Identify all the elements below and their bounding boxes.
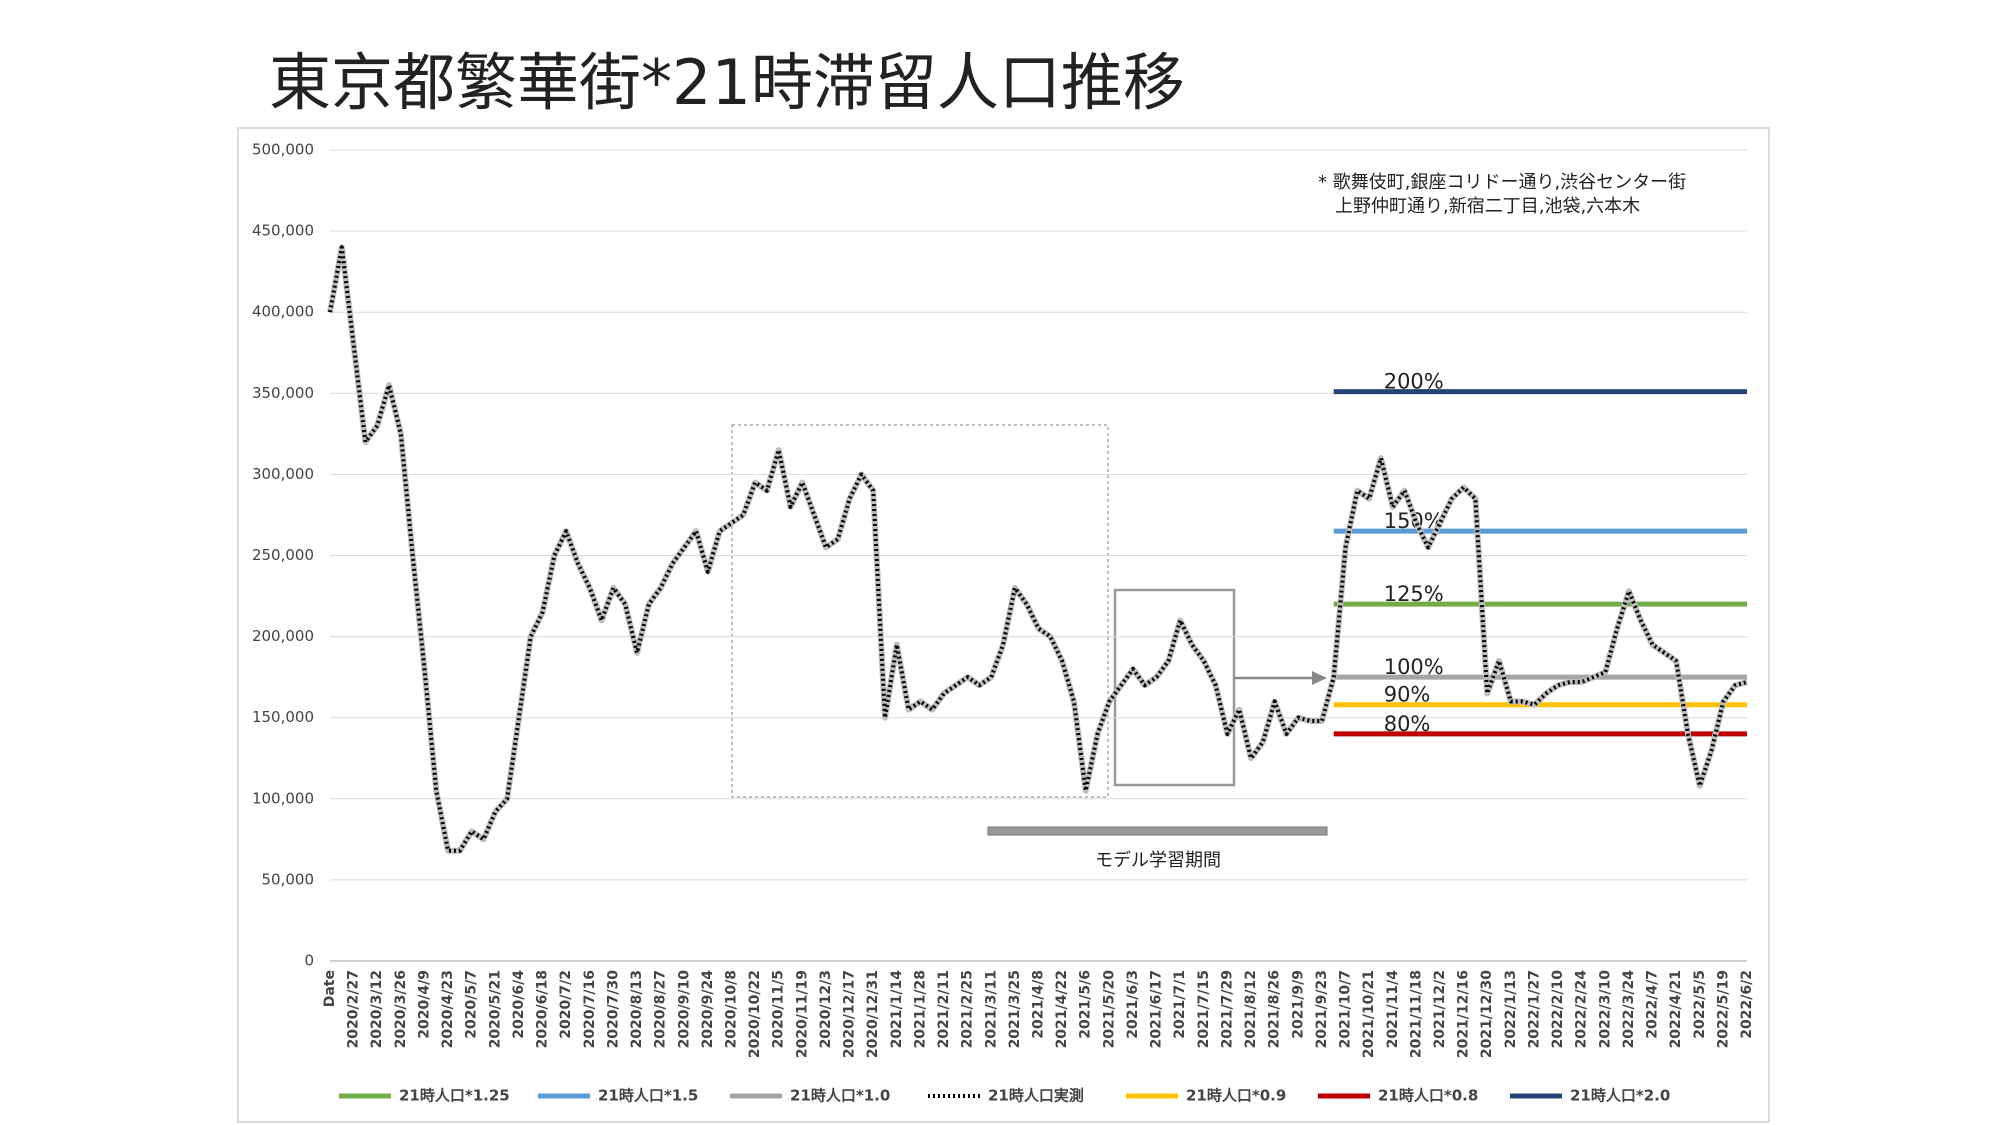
x-tick-label: 2020/11/5: [771, 970, 787, 1048]
x-tick-label: 2020/11/19: [794, 970, 810, 1058]
x-tick-label: 2020/3/26: [393, 970, 409, 1048]
series-line-halo: [327, 244, 1748, 854]
line-annotation: 90%: [1384, 683, 1431, 707]
x-tick-label: 2021/1/14: [889, 970, 905, 1049]
x-tick-label: 2020/5/7: [464, 970, 480, 1039]
x-tick-label: 2020/2/27: [346, 970, 362, 1048]
chart-title: 東京都繁華街*21時滞留人口推移: [269, 46, 1185, 119]
legend-label: 21時人口*1.25: [399, 1087, 510, 1105]
x-tick-label: 2021/9/23: [1314, 970, 1330, 1048]
y-tick-label: 50,000: [262, 870, 315, 888]
x-tick-label: 2020/7/16: [582, 970, 598, 1048]
x-tick-label: 2020/12/3: [818, 970, 834, 1048]
chart-frame: [237, 127, 1770, 1123]
x-tick-label: 2022/3/10: [1597, 970, 1613, 1049]
arrow-head: [1312, 671, 1327, 685]
x-tick-label: 2022/1/13: [1503, 970, 1519, 1048]
x-tick-label: 2021/7/1: [1172, 970, 1188, 1039]
x-tick-label: 2022/5/5: [1692, 970, 1708, 1039]
x-tick-label: 2021/3/25: [1007, 970, 1023, 1048]
x-tick-label: 2022/5/19: [1715, 970, 1731, 1048]
x-tick-label: 2020/4/23: [440, 970, 456, 1048]
series-line: [328, 245, 1748, 853]
x-tick-label: 2020/3/12: [369, 970, 385, 1048]
x-tick-label: 2020/6/4: [511, 970, 527, 1039]
x-tick-label: 2021/4/8: [1031, 970, 1047, 1039]
x-tick-label: 2022/3/24: [1621, 970, 1637, 1049]
line-annotation: 80%: [1384, 712, 1431, 736]
x-tick-label: 2022/2/10: [1550, 970, 1566, 1049]
x-tick-label: 2020/9/24: [700, 970, 716, 1049]
x-tick-label: 2020/7/2: [558, 970, 574, 1039]
highlight-box: [731, 424, 1109, 798]
x-tick-label: 2021/7/15: [1196, 970, 1212, 1048]
x-tick-label: 2021/5/6: [1078, 970, 1094, 1039]
x-tick-label: 2022/4/7: [1645, 970, 1661, 1039]
note: 上野仲町通り,新宿二丁目,池袋,六本木: [1335, 196, 1640, 217]
x-tick-label: 2020/8/13: [629, 970, 645, 1048]
x-tick-label: 2020/4/9: [416, 970, 432, 1039]
legend-label: 21時人口実測: [988, 1087, 1084, 1105]
legend-label: 21時人口*1.5: [598, 1087, 698, 1105]
y-tick-label: 0: [304, 952, 314, 970]
x-tick-label: 2020/8/27: [653, 970, 669, 1048]
x-tick-label: 2020/9/10: [676, 970, 692, 1049]
x-tick-label: 2021/12/2: [1432, 970, 1448, 1048]
x-tick-label: 2020/12/17: [842, 970, 858, 1058]
x-tick-label: 2021/8/12: [1243, 970, 1259, 1048]
y-tick-label: 300,000: [252, 465, 314, 483]
x-tick-label: 2020/6/18: [535, 970, 551, 1048]
x-tick-label: 2020/10/22: [747, 970, 763, 1058]
x-tick-label: Date: [322, 970, 338, 1007]
y-tick-label: 200,000: [252, 627, 314, 645]
x-tick-label: 2022/2/24: [1574, 970, 1590, 1049]
x-tick-label: 2021/12/30: [1479, 970, 1495, 1058]
x-tick-label: 2021/9/9: [1290, 970, 1306, 1039]
x-tick-label: 2021/5/20: [1101, 970, 1117, 1049]
legend-label: 21時人口*0.9: [1186, 1087, 1286, 1105]
y-tick-label: 400,000: [252, 303, 314, 321]
line-annotation: 125%: [1384, 582, 1444, 606]
x-tick-label: 2020/5/21: [487, 970, 503, 1048]
y-tick-label: 100,000: [252, 789, 314, 807]
legend-label: 21時人口*2.0: [1570, 1087, 1670, 1105]
line-annotation: 200%: [1384, 370, 1444, 394]
x-tick-label: 2022/4/21: [1668, 970, 1684, 1048]
x-tick-label: 2021/12/16: [1456, 970, 1472, 1058]
x-tick-label: 2021/1/28: [912, 970, 928, 1048]
x-tick-label: 2022/6/2: [1739, 970, 1755, 1039]
x-tick-label: 2021/2/11: [936, 970, 952, 1048]
y-tick-label: 250,000: [252, 546, 314, 564]
x-tick-label: 2021/7/29: [1219, 970, 1235, 1048]
legend-label: 21時人口*1.0: [790, 1087, 890, 1105]
x-tick-label: 2020/12/31: [865, 970, 881, 1058]
annotation: モデル学習期間: [1095, 850, 1221, 871]
note: * 歌舞伎町,銀座コリドー通り,渋谷センター街: [1318, 172, 1686, 193]
y-tick-label: 350,000: [252, 384, 314, 402]
x-tick-label: 2021/10/7: [1338, 970, 1354, 1048]
y-tick-label: 150,000: [252, 708, 314, 726]
line-annotation: 100%: [1384, 655, 1444, 679]
x-tick-label: 2021/6/3: [1125, 970, 1141, 1039]
x-tick-label: 2021/8/26: [1267, 970, 1283, 1048]
x-tick-label: 2021/3/11: [983, 970, 999, 1048]
x-tick-label: 2020/7/30: [605, 970, 621, 1049]
y-tick-label: 450,000: [252, 222, 314, 240]
legend-label: 21時人口*0.8: [1378, 1087, 1478, 1105]
y-tick-label: 500,000: [252, 141, 314, 159]
x-tick-label: 2020/10/8: [723, 970, 739, 1048]
training-period-bar: [987, 826, 1328, 836]
x-tick-label: 2021/11/18: [1408, 970, 1424, 1058]
x-tick-label: 2021/2/25: [960, 970, 976, 1048]
x-tick-label: 2022/1/27: [1526, 970, 1542, 1048]
highlight-box: [1113, 588, 1236, 787]
x-tick-label: 2021/11/4: [1385, 970, 1401, 1049]
x-tick-label: 2021/6/17: [1149, 970, 1165, 1048]
x-tick-label: 2021/10/21: [1361, 970, 1377, 1058]
x-tick-label: 2021/4/22: [1054, 970, 1070, 1048]
